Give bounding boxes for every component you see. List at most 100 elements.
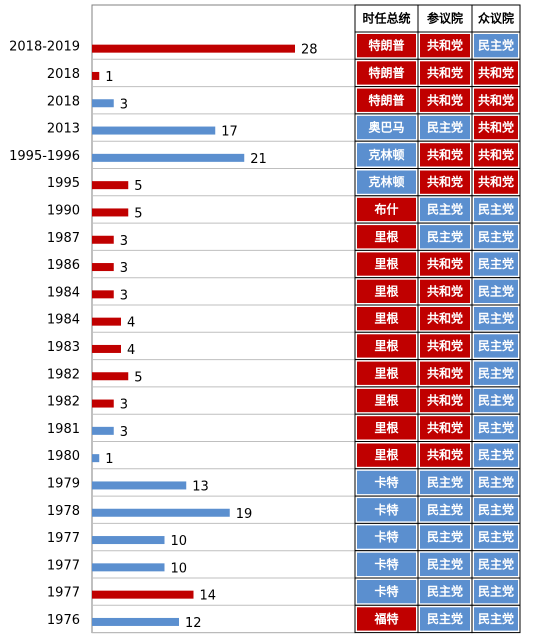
table-cell-fill (474, 525, 518, 549)
table-cell-fill (357, 498, 416, 522)
y-tick-label: 1979 (47, 476, 80, 491)
table-cell-fill (420, 498, 470, 522)
table-cell-fill (357, 225, 416, 249)
table-cell-senate: 共和党 (427, 283, 463, 298)
bar (92, 181, 129, 190)
table-cell-fill (420, 61, 470, 85)
table-cell-fill (420, 580, 470, 604)
y-tick-label: 2013 (47, 122, 80, 137)
bar (92, 44, 295, 53)
table-cell-fill (357, 197, 416, 222)
table-cell-fill (474, 279, 518, 303)
table-cell-senate: 民主党 (427, 584, 463, 599)
table-cell-fill (474, 498, 518, 522)
table-cell-fill (474, 361, 518, 385)
table-cell-president: 特朗普 (368, 92, 404, 107)
table-cell-fill (420, 34, 470, 58)
y-tick-label: 1984 (47, 313, 80, 328)
table-cell-senate: 共和党 (427, 338, 463, 353)
bar (92, 399, 114, 408)
table-cell-house: 民主党 (478, 393, 514, 408)
table-cell-house: 共和党 (478, 120, 514, 135)
bar (92, 235, 114, 244)
table-cell-fill (474, 170, 518, 194)
table-cell-senate: 共和党 (427, 256, 463, 271)
table-cell-house: 民主党 (478, 556, 514, 571)
data-label: 21 (250, 152, 267, 167)
table-cell-house: 民主党 (478, 365, 514, 380)
table-cell-president: 里根 (374, 365, 398, 380)
table-cell-president: 卡特 (374, 474, 398, 489)
table-cell-house: 民主党 (478, 229, 514, 244)
table-cell-senate: 共和党 (427, 38, 463, 53)
y-tick-label: 1977 (47, 531, 80, 546)
table-cell-president: 卡特 (374, 502, 398, 517)
table-cell-fill (474, 470, 518, 495)
table-cell-fill (474, 88, 518, 112)
table-cell-fill (474, 197, 518, 222)
y-tick-label: 2018 (47, 94, 80, 109)
data-label: 4 (127, 316, 135, 331)
bar (92, 454, 100, 463)
table-cell-fill (357, 470, 416, 495)
bar (92, 317, 121, 326)
table-cell-fill (474, 34, 518, 58)
data-label: 1 (105, 452, 113, 467)
table-cell-senate: 共和党 (427, 393, 463, 408)
data-label: 1 (105, 70, 113, 85)
table-cell-fill (357, 170, 416, 194)
table-cell-house: 民主党 (478, 611, 514, 626)
bar (92, 536, 165, 545)
table-cell-fill (420, 552, 470, 576)
table-cell-president: 奥巴马 (368, 120, 404, 135)
y-tick-label: 1981 (47, 422, 80, 437)
table-cell-house: 共和党 (478, 65, 514, 80)
table-cell-fill (357, 607, 416, 631)
bar (92, 99, 114, 108)
table-cell-fill (420, 143, 470, 167)
y-tick-label: 2018-2019 (9, 40, 80, 55)
y-tick-label: 1995-1996 (9, 149, 80, 164)
y-tick-label: 1978 (47, 504, 80, 519)
table-cell-fill (420, 361, 470, 385)
table-cell-house: 民主党 (478, 311, 514, 326)
table-cell-fill (474, 416, 518, 440)
table-cell-fill (420, 197, 470, 222)
table-cell-house: 民主党 (478, 584, 514, 599)
table-cell-fill (420, 252, 470, 276)
table-cell-fill (474, 252, 518, 276)
data-label: 3 (120, 288, 128, 303)
table-cell-fill (474, 115, 518, 140)
table-cell-fill (420, 334, 470, 358)
bar (92, 71, 100, 80)
table-cell-fill (420, 225, 470, 249)
table-cell-fill (420, 525, 470, 549)
table-cell-president: 里根 (374, 256, 398, 271)
bar (92, 426, 114, 435)
data-label: 3 (120, 398, 128, 413)
table-cell-fill (357, 525, 416, 549)
table-cell-house: 民主党 (478, 420, 514, 435)
data-label: 5 (134, 206, 142, 221)
table-cell-president: 卡特 (374, 556, 398, 571)
y-tick-label: 1983 (47, 340, 80, 355)
table-cell-house: 民主党 (478, 474, 514, 489)
bar (92, 153, 245, 162)
table-cell-senate: 民主党 (427, 611, 463, 626)
data-label: 3 (120, 425, 128, 440)
table-cell-house: 民主党 (478, 447, 514, 462)
table-cell-senate: 共和党 (427, 65, 463, 80)
data-label: 3 (120, 97, 128, 112)
table-cell-house: 共和党 (478, 174, 514, 189)
table-cell-fill (357, 252, 416, 276)
y-tick-label: 1995 (47, 176, 80, 191)
table-cell-fill (474, 388, 518, 413)
bar (92, 263, 114, 272)
table-cell-senate: 共和党 (427, 311, 463, 326)
table-cell-fill (420, 416, 470, 440)
data-label: 17 (221, 125, 238, 140)
y-tick-label: 2018 (47, 67, 80, 82)
table-cell-house: 民主党 (478, 256, 514, 271)
table-cell-fill (474, 443, 518, 467)
